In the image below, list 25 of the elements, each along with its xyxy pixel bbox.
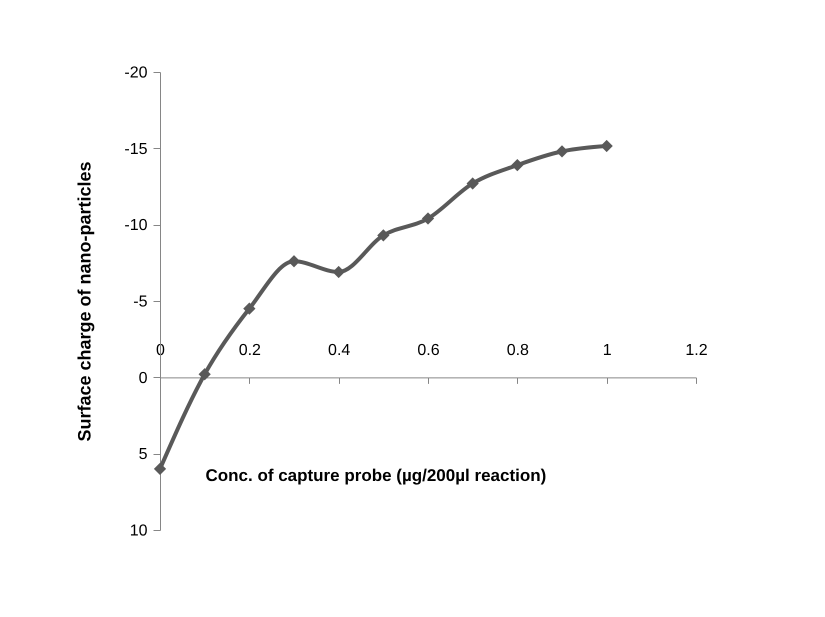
x-tick-label: 1.2 — [685, 342, 708, 359]
point — [466, 177, 479, 190]
point — [243, 302, 256, 315]
y-axis-title: Surface charge of nano-particles — [74, 161, 94, 442]
x-tick-label: 1 — [602, 342, 612, 359]
point — [600, 140, 613, 152]
point — [377, 229, 390, 242]
x-tick-label: 0.8 — [506, 342, 530, 359]
y-tick-label: -20 — [124, 64, 148, 82]
y-tick-label: 10 — [130, 522, 148, 540]
point — [511, 159, 524, 172]
point — [332, 266, 345, 278]
y-tick-label: 0 — [138, 370, 148, 387]
point — [198, 368, 211, 380]
point — [556, 145, 568, 158]
y-tick-label: 5 — [138, 446, 148, 464]
point — [154, 462, 166, 476]
y-tick-label: -15 — [124, 140, 148, 158]
x-axis-title: Conc. of capture probe (µg/200µl reaction) — [206, 466, 546, 485]
y-tick-label: -5 — [133, 294, 148, 310]
x-tick-label: 0.6 — [417, 342, 440, 359]
y-tick-label: -10 — [124, 217, 148, 234]
x-tick-label: 0.4 — [328, 342, 350, 359]
point — [422, 212, 434, 225]
x-tick-label: 0.2 — [238, 342, 262, 359]
